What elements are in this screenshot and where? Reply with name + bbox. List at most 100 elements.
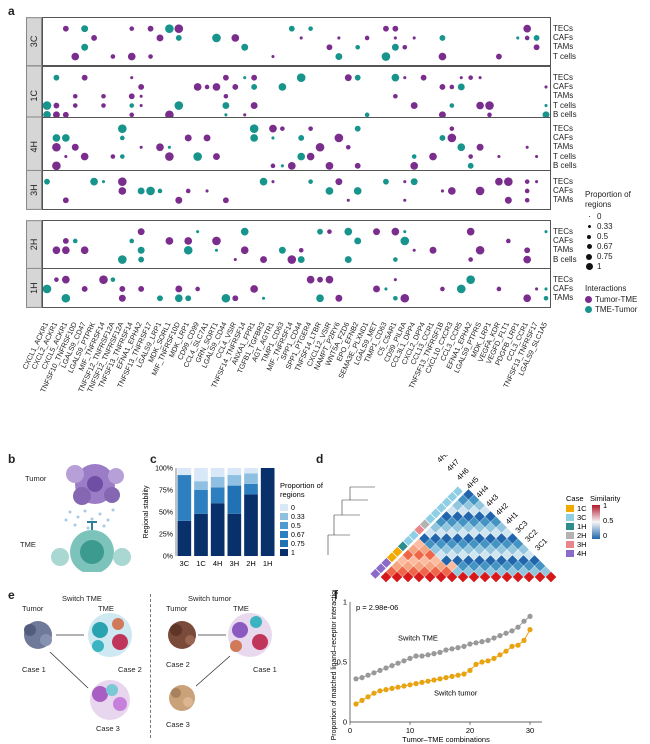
bar-segment <box>194 513 208 556</box>
interaction-dot <box>478 76 482 80</box>
data-point <box>521 618 527 624</box>
interaction-dot <box>138 256 145 263</box>
left-case2-label: Case 2 <box>118 665 142 674</box>
interaction-dot <box>344 74 352 82</box>
sample-label: 4H8 <box>435 455 451 464</box>
case-label: 4H <box>577 549 587 558</box>
interaction-dot <box>271 136 275 140</box>
data-point <box>473 661 479 667</box>
interaction-dot <box>439 84 446 90</box>
interaction-dot <box>496 286 502 292</box>
legend-label: 0.33 <box>291 514 305 521</box>
interaction-dot <box>243 76 247 80</box>
interaction-dot <box>447 133 457 143</box>
interaction-dot <box>139 145 143 149</box>
legend-label: 1 <box>291 550 295 557</box>
tumor-label: Tumor <box>25 474 47 483</box>
interaction-dot <box>52 246 61 255</box>
row-label: CAFs <box>553 185 573 195</box>
interaction-dot <box>138 84 145 90</box>
bar-segment <box>210 503 225 556</box>
legend-label: 0 <box>291 505 295 512</box>
interaction-dot <box>174 24 184 33</box>
legend-title-2: regions <box>280 490 305 499</box>
bar-segment <box>177 475 192 521</box>
data-point <box>521 637 527 643</box>
interaction-dot <box>232 84 239 90</box>
interaction-dot <box>393 257 398 262</box>
legend-label: 0.5 <box>291 523 301 530</box>
interaction-dot <box>99 275 108 284</box>
interaction-dot <box>52 161 61 171</box>
facet-panel <box>42 117 551 176</box>
interaction-dot <box>354 237 362 245</box>
interaction-dot <box>118 294 126 302</box>
data-point <box>443 647 449 653</box>
facet-dots <box>43 73 550 120</box>
data-point <box>515 642 521 648</box>
interaction-dot <box>249 124 259 133</box>
data-point <box>371 690 377 696</box>
bar-segment <box>227 485 242 514</box>
panel-f-label: f <box>334 588 338 602</box>
data-point <box>407 655 413 661</box>
interaction-dot <box>449 126 455 131</box>
data-point <box>413 653 419 659</box>
data-point <box>407 682 413 688</box>
interaction-dot <box>392 25 399 32</box>
interaction-dot <box>410 178 418 186</box>
facet-tag: 3H <box>26 170 42 210</box>
interaction-dot <box>504 177 513 186</box>
legend-swatch <box>280 522 288 529</box>
interaction-dot <box>52 142 61 152</box>
row-label: TAMs <box>553 293 574 303</box>
interaction-dot <box>81 286 88 292</box>
legend-swatch <box>280 531 288 538</box>
interaction-dot <box>335 178 343 186</box>
heatmap-cell <box>545 571 557 583</box>
data-point <box>473 640 479 646</box>
interaction-dot <box>44 178 50 185</box>
interaction-dot <box>240 246 249 255</box>
interaction-dot <box>524 188 530 194</box>
interaction-dot <box>157 295 163 302</box>
interaction-dot <box>233 258 237 262</box>
interaction-dot <box>448 187 456 195</box>
row-label: TAMs <box>553 245 574 255</box>
data-point <box>515 624 521 630</box>
color-legend-item: Tumor-TME <box>585 295 637 304</box>
row-label: TAMs <box>553 195 574 205</box>
interaction-dot <box>393 295 398 301</box>
data-point <box>377 667 383 673</box>
interaction-dot <box>212 33 221 43</box>
x-tick-label: 1H <box>263 559 273 568</box>
interaction-dot <box>72 93 78 99</box>
interaction-dot <box>334 133 344 143</box>
y-axis-title: Proportion of matched ligand–receptor in… <box>331 590 338 740</box>
interaction-dot <box>129 103 135 108</box>
interaction-dot <box>270 163 276 169</box>
interaction-dot <box>205 189 209 193</box>
interaction-dot <box>467 162 474 169</box>
data-point <box>359 675 365 681</box>
interaction-dot <box>193 83 202 91</box>
interaction-dot <box>262 296 266 300</box>
facet-panel <box>42 170 551 210</box>
row-label: CAFs <box>553 81 573 91</box>
interaction-dot <box>222 197 229 204</box>
interaction-dot <box>410 162 419 170</box>
bar-segment <box>244 468 258 474</box>
similarity-heatmap: 4H84H74H64H54H44H34H24H13C33C23C1Case1C3… <box>327 455 621 583</box>
data-point <box>401 658 407 664</box>
interaction-dot <box>61 246 70 255</box>
interaction-dot <box>101 180 106 184</box>
interaction-dot <box>222 74 229 81</box>
right-case1-label: Case 1 <box>253 665 277 674</box>
interaction-dot <box>468 75 473 80</box>
dendrogram <box>327 486 375 555</box>
interaction-dot <box>524 35 530 41</box>
interaction-dot <box>251 74 258 81</box>
panel-d-label: d <box>316 452 324 466</box>
switch-tumor-title: Switch tumor <box>188 594 232 603</box>
bar-segment <box>227 475 242 486</box>
